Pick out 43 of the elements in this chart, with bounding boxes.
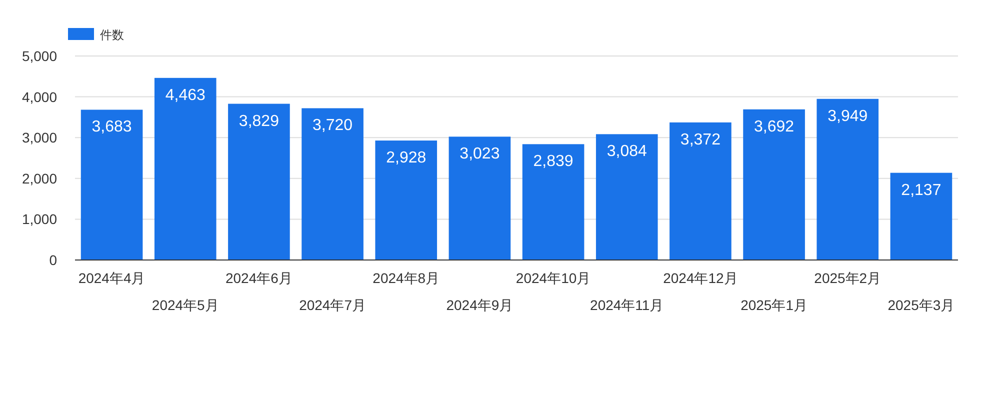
bar	[596, 134, 658, 260]
y-tick-label: 2,000	[22, 170, 58, 186]
x-tick-label: 2024年10月	[516, 270, 591, 286]
data-label: 3,023	[460, 146, 500, 163]
data-label: 3,084	[606, 143, 647, 160]
x-tick-label: 2024年7月	[299, 297, 366, 313]
bar	[228, 104, 290, 260]
bar	[80, 110, 143, 260]
x-tick-label: 2024年8月	[372, 270, 440, 286]
bar	[448, 136, 511, 260]
y-tick-label: 5,000	[22, 48, 58, 64]
bar	[743, 109, 805, 260]
x-tick-label: 2024年9月	[446, 297, 514, 313]
x-tick-label: 2024年12月	[663, 270, 738, 286]
bar	[522, 144, 584, 260]
bar	[302, 108, 364, 260]
bar	[375, 140, 438, 260]
data-label: 4,463	[165, 86, 206, 104]
data-label: 3,949	[828, 108, 868, 125]
bar	[154, 78, 216, 260]
legend-label: 件数	[100, 28, 124, 42]
data-label: 2,928	[386, 150, 426, 167]
data-label: 3,692	[754, 118, 794, 136]
data-label: 3,372	[680, 131, 721, 148]
bar	[816, 98, 879, 260]
x-tick-label: 2025年1月	[740, 297, 808, 313]
y-tick-label: 0	[49, 252, 58, 268]
x-tick-label: 2025年3月	[888, 297, 955, 313]
x-tick-label: 2024年11月	[590, 297, 664, 313]
x-tick-label: 2024年4月	[78, 270, 146, 286]
x-tick-label: 2025年2月	[814, 270, 882, 286]
x-tick-label: 2024年6月	[225, 270, 292, 286]
x-tick-label: 2024年5月	[152, 297, 219, 313]
data-label: 3,683	[92, 118, 132, 136]
bar	[670, 122, 732, 260]
y-tick-label: 3,000	[22, 130, 58, 146]
y-tick-label: 4,000	[22, 88, 58, 105]
data-label: 2,137	[901, 182, 942, 199]
data-label: 3,720	[312, 117, 353, 134]
data-label: 2,839	[533, 153, 574, 170]
data-label: 3,829	[238, 112, 280, 130]
y-tick-label: 1,000	[22, 211, 58, 228]
bar	[890, 172, 952, 260]
